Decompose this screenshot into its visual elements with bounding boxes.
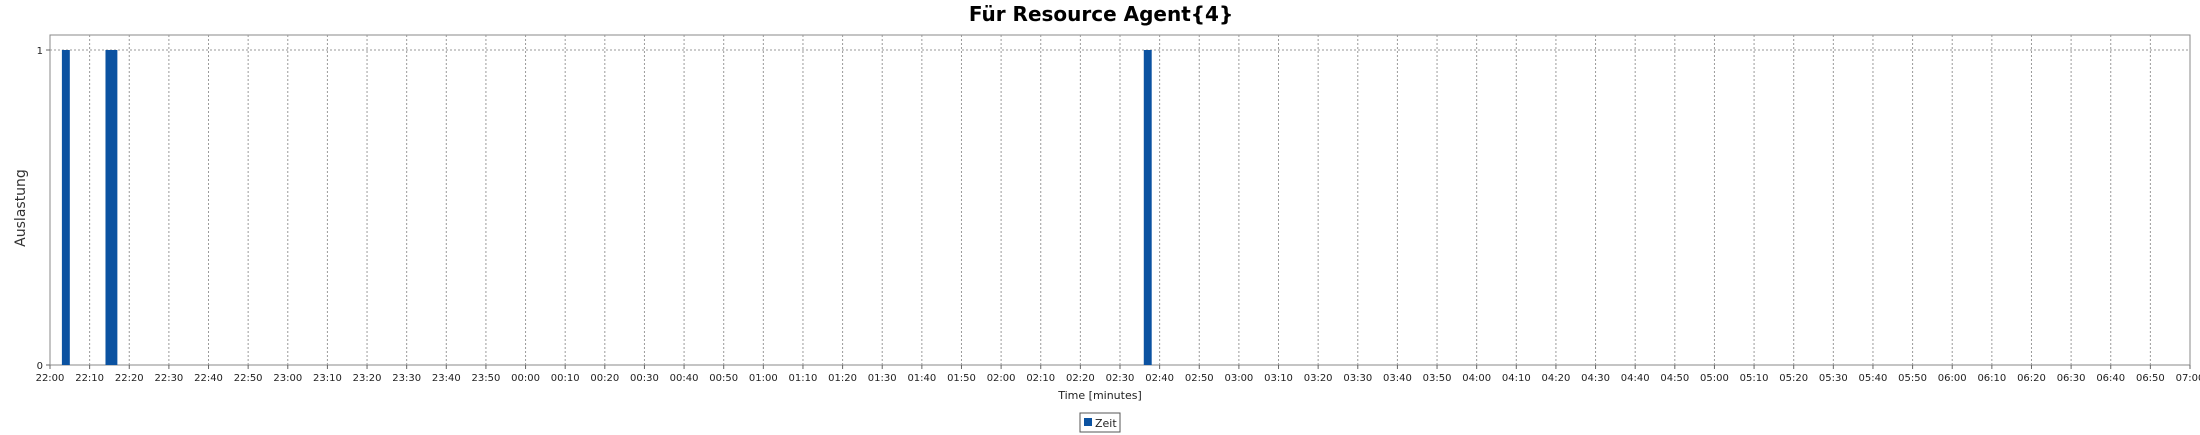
x-tick-label: 01:00	[749, 373, 778, 384]
x-tick-label: 22:20	[115, 373, 144, 384]
x-tick-label: 22:30	[154, 373, 183, 384]
legend: Zeit	[1079, 412, 1121, 433]
x-axis-label: Time [minutes]	[1057, 389, 1142, 402]
x-tick-label: 23:30	[392, 373, 421, 384]
x-tick-label: 05:10	[1740, 373, 1769, 384]
x-tick-label: 00:00	[511, 373, 540, 384]
x-tick-label: 03:20	[1304, 373, 1333, 384]
x-tick-label: 06:10	[1977, 373, 2006, 384]
x-tick-label: 00:20	[590, 373, 619, 384]
x-tick-label: 23:10	[313, 373, 342, 384]
grid	[50, 35, 2190, 365]
x-tick-label: 04:00	[1462, 373, 1491, 384]
x-tick-label: 04:30	[1581, 373, 1610, 384]
x-tick-label: 00:50	[709, 373, 738, 384]
x-tick-label: 23:50	[472, 373, 501, 384]
x-tick-label: 05:20	[1779, 373, 1808, 384]
legend-label: Zeit	[1095, 417, 1117, 430]
x-tick-label: 01:10	[789, 373, 818, 384]
y-tick-label: 0	[37, 361, 43, 372]
x-tick-label: 07:00	[2176, 373, 2200, 384]
bar	[61, 50, 70, 365]
y-tick-label: 1	[37, 46, 43, 57]
x-tick-label: 02:20	[1066, 373, 1095, 384]
x-tick-label: 22:50	[234, 373, 263, 384]
bar	[1143, 50, 1152, 365]
x-tick-label: 02:50	[1185, 373, 1214, 384]
legend-box	[1079, 412, 1121, 433]
y-ticks: 01	[37, 46, 50, 372]
x-tick-label: 03:10	[1264, 373, 1293, 384]
x-tick-label: 02:00	[987, 373, 1016, 384]
bar	[105, 50, 118, 365]
x-tick-label: 02:30	[1106, 373, 1135, 384]
x-tick-label: 05:50	[1898, 373, 1927, 384]
x-tick-label: 04:20	[1542, 373, 1571, 384]
x-tick-label: 06:40	[2096, 373, 2125, 384]
x-tick-label: 06:20	[2017, 373, 2046, 384]
x-tick-label: 01:30	[868, 373, 897, 384]
x-tick-label: 01:20	[828, 373, 857, 384]
x-tick-label: 02:10	[1026, 373, 1055, 384]
x-tick-label: 06:50	[2136, 373, 2165, 384]
x-tick-label: 03:00	[1224, 373, 1253, 384]
y-axis-label: Auslastung	[13, 169, 29, 247]
x-tick-label: 22:10	[75, 373, 104, 384]
x-tick-label: 03:40	[1383, 373, 1412, 384]
x-tick-label: 23:40	[432, 373, 461, 384]
x-tick-label: 03:50	[1423, 373, 1452, 384]
x-tick-label: 05:00	[1700, 373, 1729, 384]
x-tick-label: 04:10	[1502, 373, 1531, 384]
x-tick-label: 22:00	[36, 373, 65, 384]
x-tick-label: 22:40	[194, 373, 223, 384]
x-tick-label: 04:50	[1660, 373, 1689, 384]
x-tick-label: 00:30	[630, 373, 659, 384]
x-tick-label: 01:40	[907, 373, 936, 384]
x-tick-label: 23:00	[273, 373, 302, 384]
chart-title: Für Resource Agent{4}	[969, 2, 1233, 26]
x-tick-label: 00:40	[670, 373, 699, 384]
x-tick-label: 00:10	[551, 373, 580, 384]
x-tick-label: 05:40	[1859, 373, 1888, 384]
x-tick-label: 02:40	[1145, 373, 1174, 384]
x-tick-label: 23:20	[353, 373, 382, 384]
x-tick-label: 06:30	[2057, 373, 2086, 384]
x-tick-label: 06:00	[1938, 373, 1967, 384]
x-tick-label: 05:30	[1819, 373, 1848, 384]
x-tick-label: 04:40	[1621, 373, 1650, 384]
bars	[61, 50, 1152, 365]
x-tick-label: 01:50	[947, 373, 976, 384]
legend-swatch	[1084, 418, 1092, 426]
x-tick-label: 03:30	[1343, 373, 1372, 384]
x-ticks: 22:00 22:10 22:20 22:30 22:40 22:50 23:00 23:10…	[36, 365, 2200, 384]
